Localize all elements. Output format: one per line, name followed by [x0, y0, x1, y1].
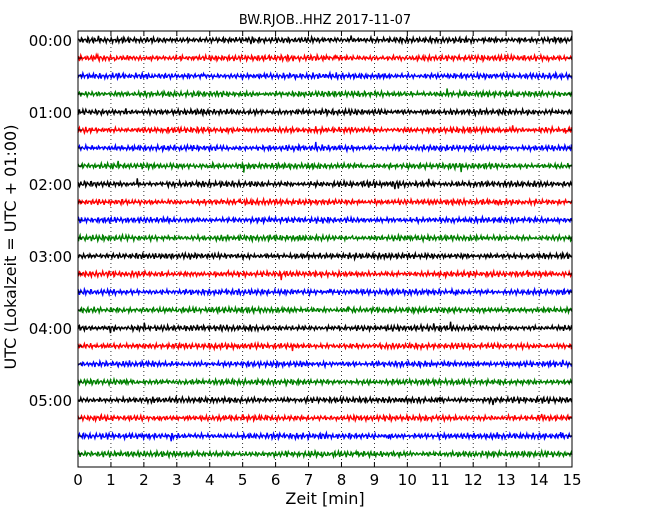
x-tick-label: 8: [337, 471, 347, 489]
trace-line: [77, 268, 573, 281]
y-tick-label: 03:00: [29, 248, 72, 266]
trace-line: [77, 70, 573, 82]
chart-title: BW.RJOB..HHZ 2017-11-07: [239, 13, 411, 28]
trace-line: [77, 286, 573, 298]
x-tick-label: 2: [139, 471, 149, 489]
trace-line: [77, 160, 573, 173]
x-axis-label: Zeit [min]: [285, 489, 364, 508]
trace-line: [77, 304, 573, 316]
trace-line: [77, 412, 573, 424]
x-tick-label: 13: [497, 471, 516, 489]
trace-line: [77, 448, 573, 460]
y-axis-label: UTC (Lokalzeit = UTC + 01:00): [1, 125, 20, 370]
x-tick-label: 0: [73, 471, 83, 489]
trace-line: [77, 106, 573, 118]
x-tick-label: 15: [562, 471, 581, 489]
trace-line: [77, 340, 573, 352]
x-tick-label: 6: [271, 471, 281, 489]
x-tick-label: 1: [106, 471, 116, 489]
x-tick-label: 4: [205, 471, 215, 489]
y-tick-label: 00:00: [29, 32, 72, 50]
y-tick-label: 01:00: [29, 104, 72, 122]
trace-line: [77, 232, 573, 244]
x-tick-label: 14: [530, 471, 549, 489]
trace-line: [77, 141, 573, 154]
x-tick-label: 3: [172, 471, 182, 489]
y-tick-label: 02:00: [29, 176, 72, 194]
trace-line: [77, 214, 573, 226]
vertical-gridlines: [110, 31, 540, 467]
x-tick-label: 11: [431, 471, 450, 489]
trace-line: [77, 178, 573, 190]
trace-line: [77, 376, 573, 388]
trace-line: [77, 88, 573, 100]
trace-line: [77, 321, 573, 334]
trace-line: [77, 34, 573, 46]
trace-line: [77, 430, 573, 442]
trace-line: [77, 358, 573, 370]
seismic-traces: [77, 34, 573, 460]
x-tick-label: 12: [464, 471, 483, 489]
trace-line: [77, 52, 573, 64]
trace-line: [77, 250, 573, 262]
trace-line: [77, 196, 573, 208]
plot-frame: [77, 30, 573, 468]
y-axis-ticks: 00:00 01:00 02:00 03:00 04:00 05:00: [29, 32, 572, 455]
x-tick-label: 5: [238, 471, 248, 489]
y-tick-label: 05:00: [29, 392, 72, 410]
y-tick-label: 04:00: [29, 320, 72, 338]
x-tick-label: 9: [370, 471, 380, 489]
x-tick-label: 10: [398, 471, 417, 489]
trace-line: [77, 394, 573, 406]
trace-line: [77, 124, 573, 136]
x-axis-ticks: 0 1 2 3 4 5 6 7 8 9 10 11 12 13 14 15: [73, 31, 582, 489]
x-tick-label: 7: [304, 471, 314, 489]
